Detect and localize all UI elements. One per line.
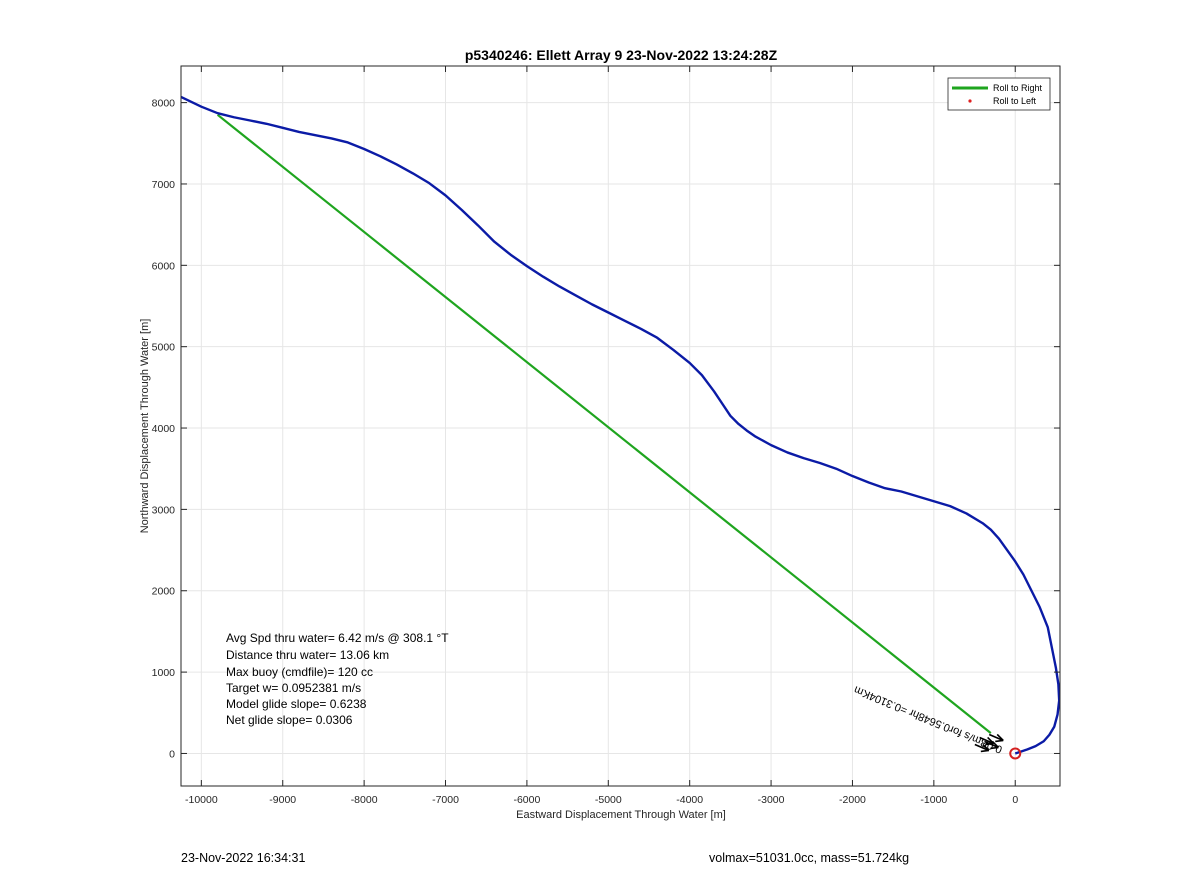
x-tick-label: 0 (1012, 794, 1018, 806)
y-tick-label: 1000 (152, 667, 176, 679)
current-arrow-head (995, 739, 1004, 743)
grid (181, 66, 1060, 786)
current-arrow-head (987, 736, 995, 745)
annotation-max-buoy: Max buoy (cmdfile)= 120 cc (226, 665, 373, 679)
y-tick-label: 0 (169, 748, 175, 760)
footer-timestamp: 23-Nov-2022 16:34:31 (181, 851, 306, 865)
y-tick-label: 2000 (152, 586, 176, 598)
annotation-block: Avg Spd thru water= 6.42 m/s @ 308.1 °T … (226, 631, 449, 727)
y-tick-label: 8000 (152, 98, 176, 110)
legend-entry-roll-left: Roll to Left (993, 96, 1037, 106)
current-arrow-head (990, 746, 999, 750)
x-axis-label: Eastward Displacement Through Water [m] (516, 809, 726, 821)
current-arrow-head (980, 749, 989, 753)
x-tick-label: -5000 (595, 794, 622, 806)
x-tick-label: -6000 (513, 794, 540, 806)
annotation-model-glide: Model glide slope= 0.6238 (226, 697, 367, 711)
legend: Roll to Right Roll to Left (947, 77, 1051, 111)
series-track (181, 95, 1060, 755)
legend-entry-roll-right: Roll to Right (993, 83, 1043, 93)
y-tick-label: 5000 (152, 342, 176, 354)
end-marker (1009, 747, 1022, 760)
y-axis-label: Northward Displacement Through Water [m] (139, 319, 151, 534)
current-arrow-shaft (988, 733, 1004, 742)
legend-box (947, 77, 1051, 111)
annotation-target-w: Target w= 0.0952381 m/s (226, 681, 361, 695)
current-arrow-shaft (974, 743, 990, 752)
footer-summary: volmax=51031.0cc, mass=51.724kg (709, 851, 910, 865)
series-group (181, 95, 1060, 755)
ticks: -10000 -9000 -8000 -7000 -6000 -5000 -4000 -300… (152, 66, 1060, 806)
annotation-distance: Distance thru water= 13.06 km (226, 648, 389, 662)
x-tick-label: -8000 (351, 794, 378, 806)
x-tick-label: -10000 (185, 794, 218, 806)
current-arrow-shaft (979, 736, 994, 745)
series-roll-to-right (216, 113, 992, 734)
current-arrow-head (985, 742, 994, 746)
y-tick-label: 7000 (152, 179, 176, 191)
legend-swatch-roll-left (968, 99, 972, 103)
current-arrow-head (982, 743, 990, 752)
y-tick-label: 4000 (152, 423, 176, 435)
x-tick-label: -3000 (758, 794, 785, 806)
current-arrows (974, 733, 1004, 753)
annotation-net-glide: Net glide slope= 0.0306 (226, 713, 353, 727)
chart-title: p5340246: Ellett Array 9 23-Nov-2022 13:… (465, 47, 778, 63)
annotation-avg-speed: Avg Spd thru water= 6.42 m/s @ 308.1 °T (226, 631, 449, 645)
x-tick-label: -7000 (432, 794, 459, 806)
y-tick-label: 3000 (152, 504, 176, 516)
plot-area (181, 66, 1060, 786)
x-tick-label: -2000 (839, 794, 866, 806)
x-tick-label: -9000 (269, 794, 296, 806)
x-tick-label: -4000 (676, 794, 703, 806)
current-arrow-head (996, 733, 1004, 742)
y-tick-label: 6000 (152, 260, 176, 272)
x-tick-label: -1000 (920, 794, 947, 806)
axes-box (180, 65, 1061, 787)
